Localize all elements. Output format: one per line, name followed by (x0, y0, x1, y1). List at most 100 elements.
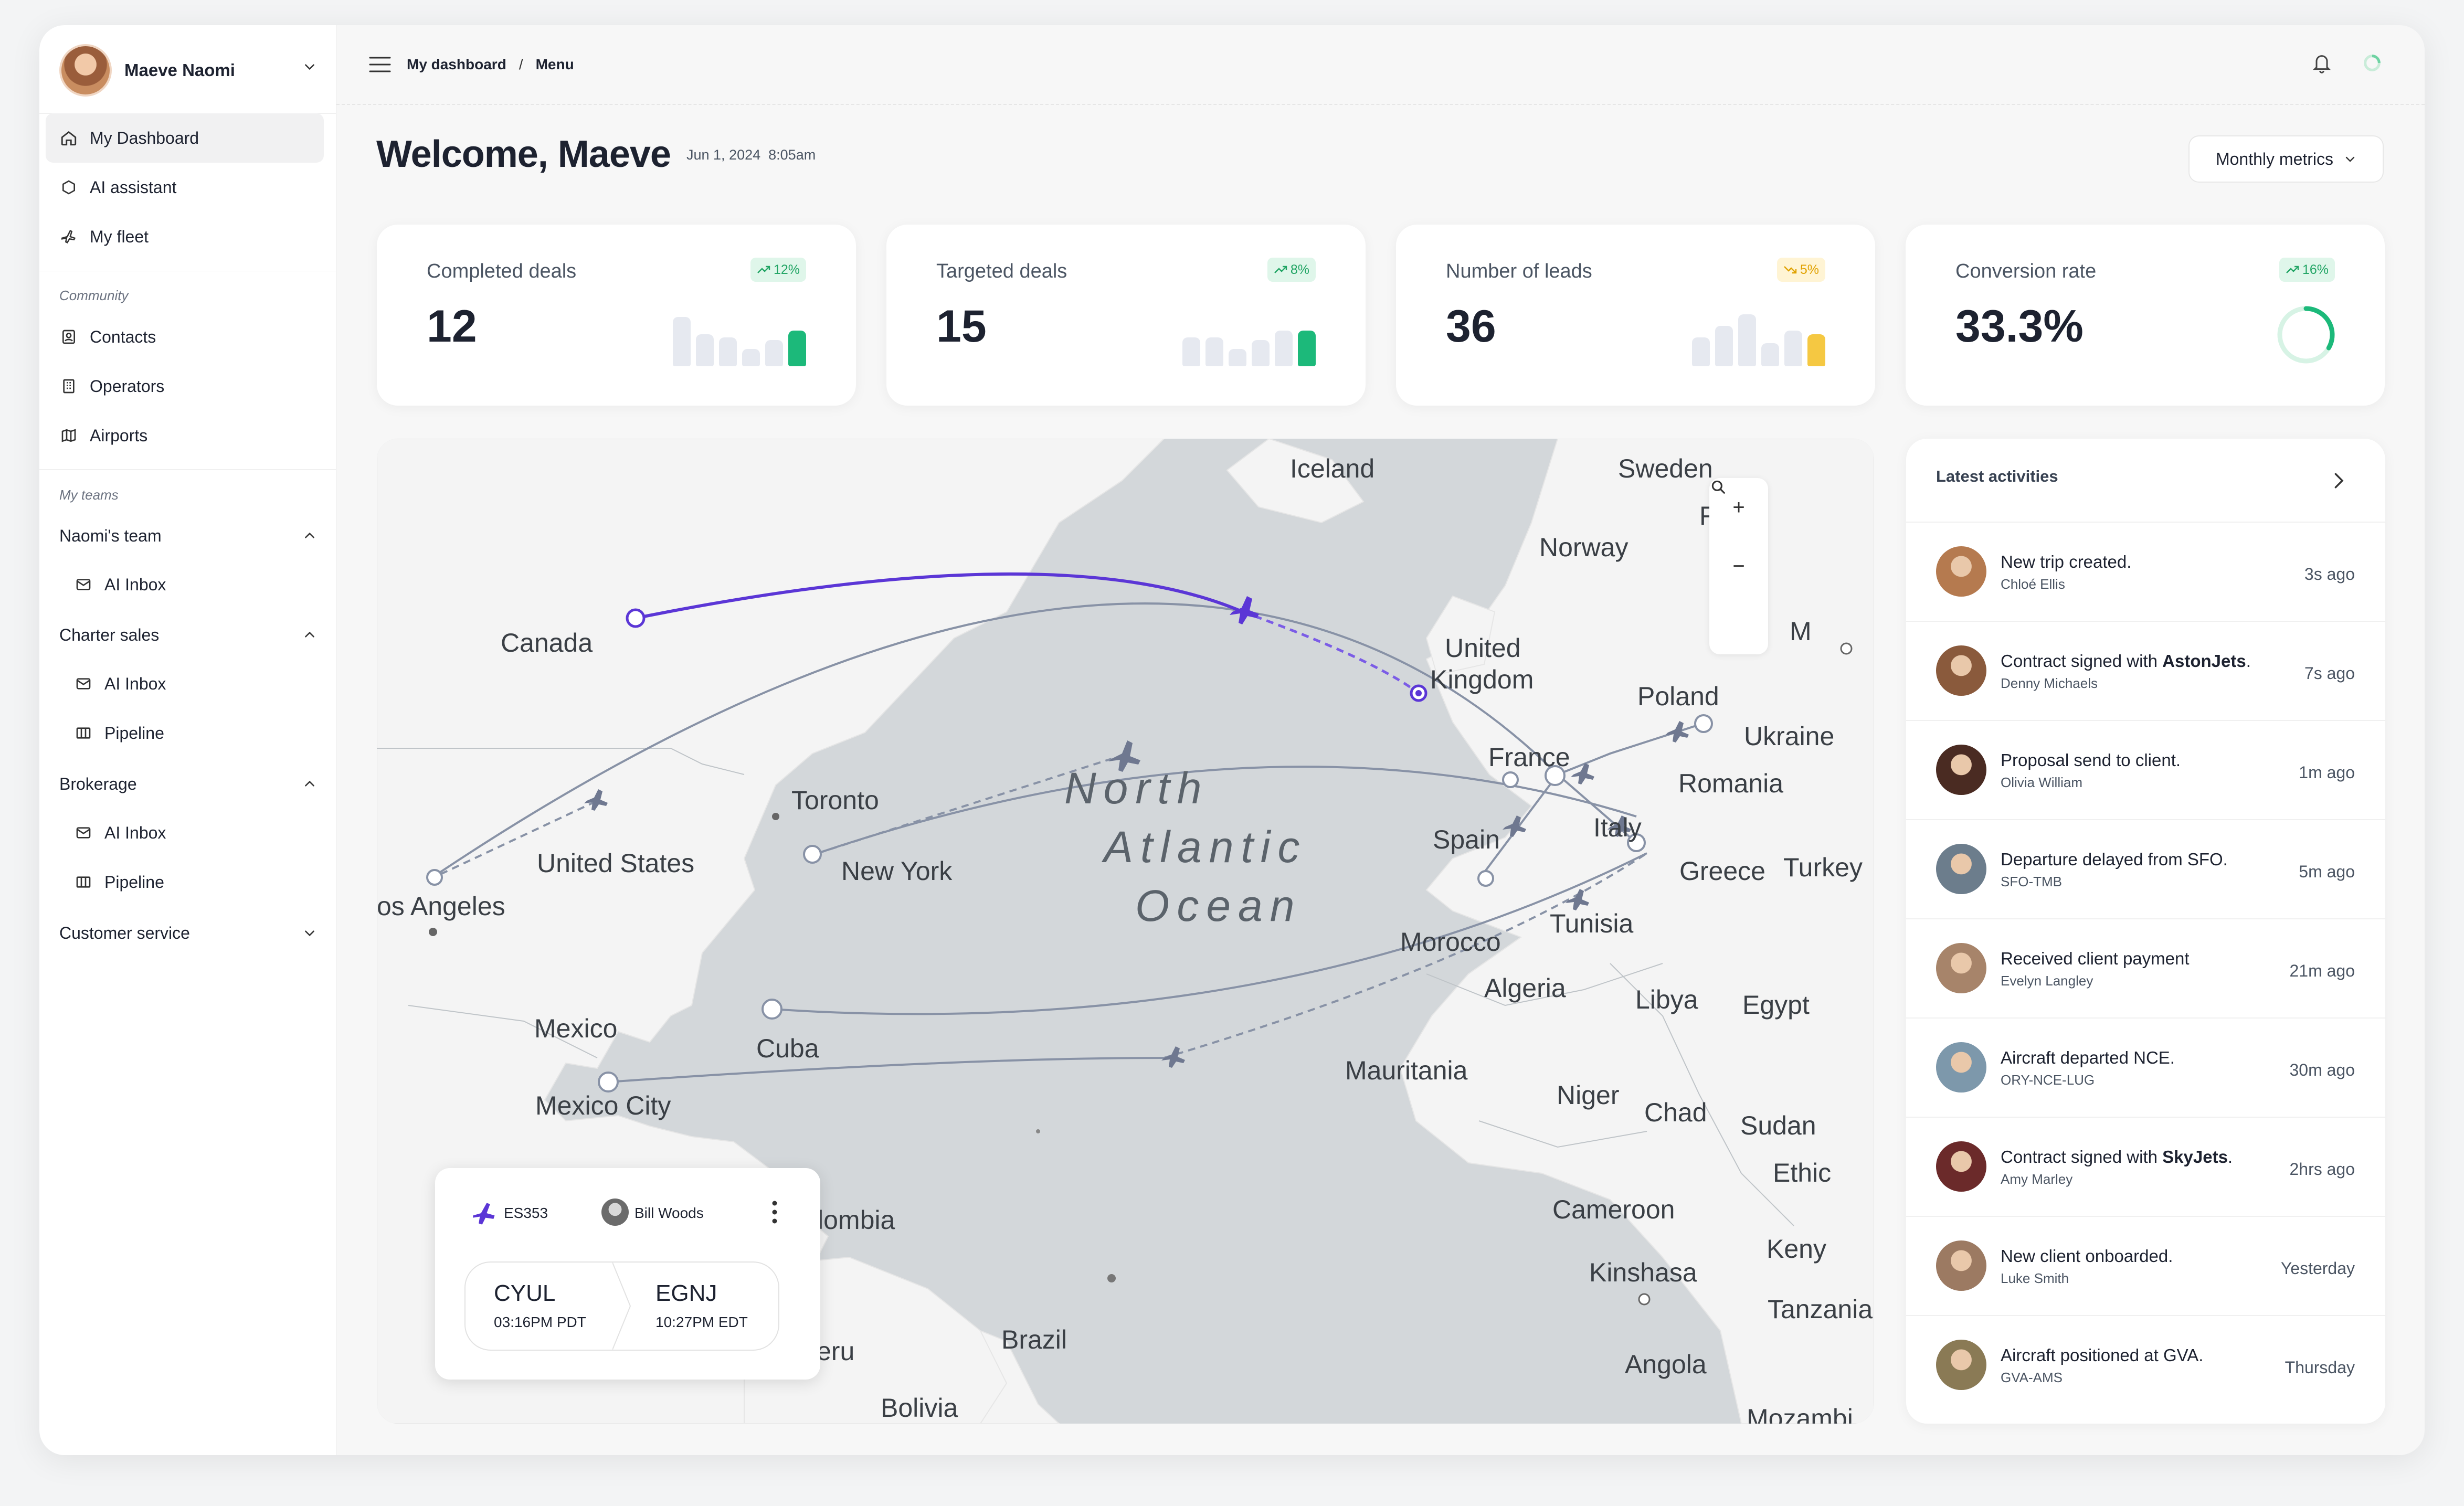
mini-bar (1275, 331, 1293, 366)
flight-detail-card[interactable]: ES353 Bill Woods CYUL 03:16PM PDT EGNJ 1… (435, 1168, 820, 1380)
sidebar-item-my-dashboard[interactable]: My Dashboard (46, 113, 324, 163)
team-charter-sales[interactable]: Charter sales (59, 619, 316, 651)
mini-bar (765, 340, 783, 366)
breadcrumb: My dashboard / Menu (391, 56, 574, 73)
kpi-card-conversion-rate[interactable]: Conversion rate 33.3% 16% (1906, 225, 2385, 406)
team-brokerage[interactable]: Brokerage (59, 768, 316, 800)
activity-item[interactable]: New client onboarded. Luke Smith Yesterday (1906, 1216, 2385, 1316)
map-label: Morocco (1400, 927, 1501, 957)
sidebar-item-my-fleet[interactable]: My fleet (39, 212, 336, 261)
activity-item[interactable]: Received client payment Evelyn Langley 21m… (1906, 918, 2385, 1019)
team-naomi[interactable]: Naomi's team (59, 520, 316, 552)
flight-map[interactable]: Iceland Sweden Fi nd M Norway Canada Uni… (377, 439, 1874, 1424)
building-icon (59, 377, 78, 396)
mail-icon (74, 575, 93, 594)
team-customer-service[interactable]: Customer service (59, 917, 316, 949)
user-menu[interactable]: Maeve Naomi (59, 39, 322, 102)
trend-up-icon (1274, 266, 1287, 273)
kpi-value: 36 (1446, 301, 1496, 352)
trend-badge: 16% (2279, 258, 2335, 282)
kpi-card-completed-deals[interactable]: Completed deals 12 12% (377, 225, 856, 406)
map-label: Cuba (756, 1034, 819, 1063)
sidebar-item-label: AI Inbox (104, 674, 166, 693)
activity-subtitle: Amy Marley (2001, 1171, 2073, 1187)
badge-value: 5% (1800, 262, 1819, 277)
airport-nodes (426, 608, 1853, 1306)
mini-bar-chart (1692, 309, 1825, 366)
avatar (1936, 943, 1986, 993)
activity-item[interactable]: Contract signed with AstonJets. Denny Mic… (1906, 621, 2385, 721)
activity-item[interactable]: Contract signed with SkyJets. Amy Marley 2… (1906, 1117, 2385, 1217)
sidebar-item-ai-inbox[interactable]: AI Inbox (39, 659, 336, 708)
zoom-out-button[interactable]: − (1732, 554, 1745, 578)
activity-time: Thursday (2285, 1358, 2355, 1377)
panel-title: Latest activities (1936, 467, 2058, 485)
sidebar-item-pipeline[interactable]: Pipeline (39, 857, 336, 907)
activity-text-end: . (2246, 651, 2251, 671)
status-ring-icon[interactable] (2362, 52, 2383, 73)
map-label: Cameroon (1552, 1195, 1675, 1224)
user-name: Maeve Naomi (124, 60, 235, 80)
section-label-my-teams: My teams (59, 487, 119, 503)
badge-value: 12% (773, 262, 800, 277)
map-label: Mexico City (535, 1091, 671, 1120)
flight-route: CYUL 03:16PM PDT EGNJ 10:27PM EDT (464, 1261, 779, 1351)
map-label: Ethic (1773, 1158, 1832, 1187)
kpi-label: Number of leads (1446, 260, 1592, 282)
activity-time: 2hrs ago (2289, 1160, 2355, 1179)
avatar (1936, 1240, 1986, 1291)
map-label: Mexico (534, 1014, 618, 1043)
trend-badge: 8% (1267, 258, 1316, 282)
breadcrumb-my-dashboard[interactable]: My dashboard (407, 56, 506, 72)
mini-bar (1182, 337, 1200, 366)
activity-item[interactable]: New trip created. Chloé Ellis 3s ago (1906, 522, 2385, 622)
activity-time: 1m ago (2299, 763, 2355, 782)
zoom-in-button[interactable]: + (1732, 495, 1745, 519)
breadcrumb-menu[interactable]: Menu (535, 56, 574, 72)
plane-icon (59, 227, 78, 246)
avatar (1936, 645, 1986, 696)
ocean-label: Atlantic (1104, 822, 1307, 872)
map-label: Sweden (1618, 454, 1713, 483)
trend-up-icon (2286, 266, 2299, 273)
avatar (1936, 1340, 1986, 1390)
kpi-card-number-of-leads[interactable]: Number of leads 36 5% (1396, 225, 1875, 406)
activity-item[interactable]: Aircraft positioned at GVA. GVA-AMS Thursd… (1906, 1315, 2385, 1415)
map-label: France (1488, 743, 1570, 772)
activity-time: 30m ago (2289, 1060, 2355, 1079)
sidebar-item-operators[interactable]: Operators (39, 362, 336, 411)
activity-time: 3s ago (2304, 565, 2355, 584)
activity-item[interactable]: Departure delayed from SFO. SFO-TMB 5m ago (1906, 819, 2385, 919)
menu-icon[interactable] (369, 56, 391, 73)
date-label: Jun 1, 2024 (686, 147, 761, 163)
sidebar-item-label: My fleet (90, 227, 149, 246)
map-label: Algeria (1484, 973, 1566, 1003)
mini-bar (719, 337, 737, 366)
activity-item[interactable]: Proposal send to client. Olivia William 1m… (1906, 720, 2385, 820)
bell-icon[interactable] (2311, 51, 2332, 75)
chevron-up-icon (305, 631, 314, 638)
chevron-right-icon[interactable] (2330, 470, 2347, 491)
kpi-label: Targeted deals (936, 260, 1067, 282)
map-zoom-controls: + − (1709, 478, 1768, 654)
mini-bar (1692, 337, 1710, 366)
sidebar-item-pipeline[interactable]: Pipeline (39, 708, 336, 758)
mini-bar (696, 334, 714, 366)
sidebar-item-ai-assistant[interactable]: AI assistant (39, 163, 336, 212)
map-label: Brazil (1001, 1325, 1067, 1354)
sidebar-item-airports[interactable]: Airports (39, 411, 336, 460)
map-search-button[interactable] (1709, 480, 1768, 654)
activity-item[interactable]: Aircraft departed NCE. ORY-NCE-LUG 30m ago (1906, 1017, 2385, 1118)
kpi-card-targeted-deals[interactable]: Targeted deals 15 8% (886, 225, 1366, 406)
search-icon (1711, 480, 1725, 494)
sidebar-item-ai-inbox[interactable]: AI Inbox (39, 808, 336, 857)
activity-subtitle: Denny Michaels (2001, 675, 2098, 691)
destination-code: EGNJ (655, 1280, 717, 1306)
activity-text: Received client payment (2001, 949, 2190, 969)
sidebar-item-ai-inbox[interactable]: AI Inbox (39, 560, 336, 609)
activity-subtitle: ORY-NCE-LUG (2001, 1072, 2095, 1088)
monthly-metrics-dropdown[interactable]: Monthly metrics (2188, 135, 2384, 183)
activity-subtitle: SFO-TMB (2001, 874, 2062, 889)
sidebar-item-contacts[interactable]: Contacts (39, 312, 336, 362)
kebab-menu-icon[interactable] (771, 1200, 778, 1225)
